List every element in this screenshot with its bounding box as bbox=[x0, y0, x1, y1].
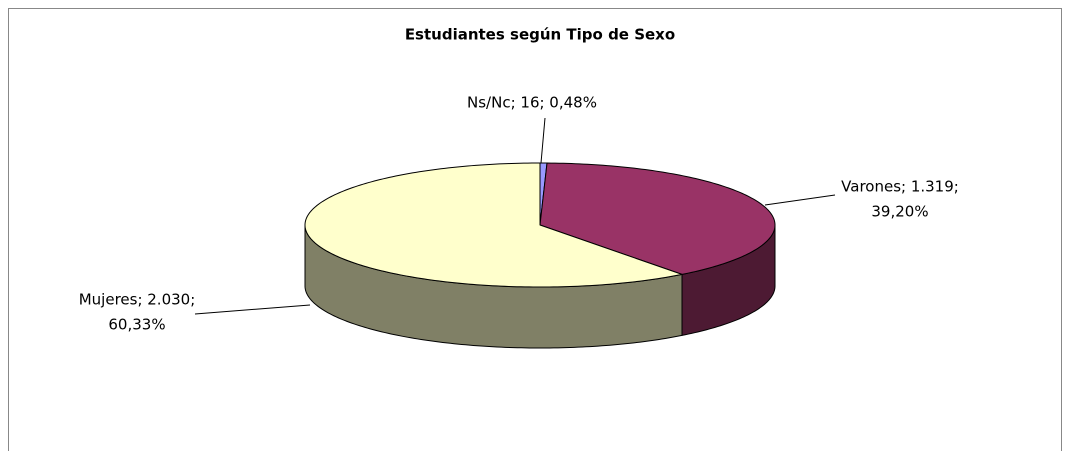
slice bbox=[539, 162, 776, 275]
slice bbox=[304, 162, 683, 288]
leader-line bbox=[194, 304, 311, 315]
data-label: 60,33% bbox=[108, 316, 165, 334]
data-label: Varones; 1.319; bbox=[841, 178, 959, 196]
chart-title: Estudiantes según Tipo de Sexo bbox=[405, 26, 675, 44]
leader-line bbox=[540, 117, 546, 164]
data-label: Ns/Nc; 16; 0,48% bbox=[467, 94, 597, 112]
leader-line bbox=[764, 194, 836, 206]
data-label: 39,20% bbox=[871, 203, 928, 221]
data-label: Mujeres; 2.030; bbox=[79, 291, 196, 309]
